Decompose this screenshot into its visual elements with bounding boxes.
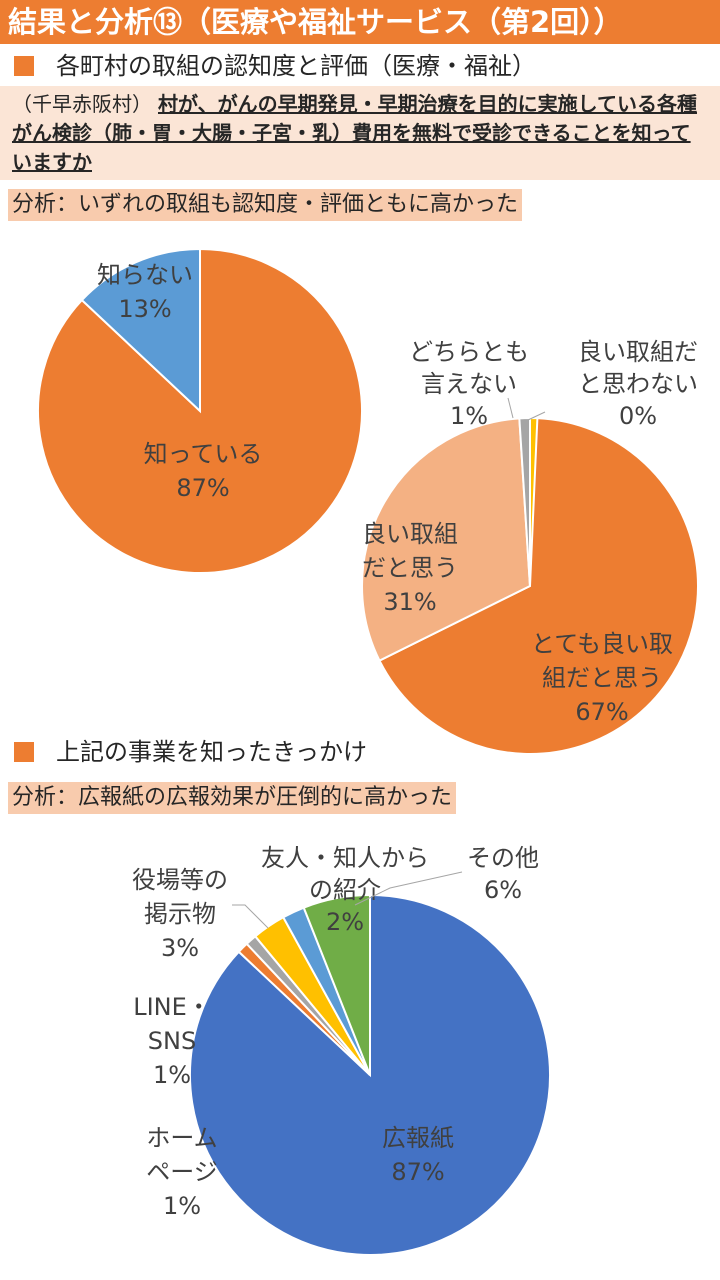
leader-line (232, 904, 269, 929)
section-heading-awareness: 各町村の取組の認知度と評価（医療・福祉） (14, 48, 536, 84)
orange-square-icon (14, 742, 34, 762)
orange-square-icon (14, 56, 34, 76)
data-label-value: 87% (391, 1158, 444, 1186)
data-label-text: 役場等の (132, 866, 228, 894)
data-label: とても良い取組だと思う 67% (531, 630, 673, 726)
data-label-text: 広報紙 (382, 1124, 454, 1152)
question-text: 村が、がんの早期発見・早期治療を目的に実施している各種がん検診（肺・胃・大腸・子… (12, 92, 697, 174)
data-label-value: 1% (153, 1061, 191, 1089)
data-label-text: 良い取組 (362, 520, 458, 548)
pie-chart-trigger: 広報紙 87% ホームページ 1% LINE・ SNS 1% 役場等の掲示物 3% 友人・知人から… (132, 844, 551, 1256)
pie-slice-0 (378, 416, 699, 755)
data-label-value: 2% (326, 908, 364, 936)
data-label-text: SNS (148, 1027, 196, 1055)
data-label: 知っている 87% (144, 440, 263, 502)
data-label-text: その他 (467, 844, 539, 872)
data-label-text: の紹介 (309, 876, 381, 904)
pie-chart-evaluation: とても良い取組だと思う 67% 良い取組だと思う 31% どちらとも言えない 1% 良い取組… (361, 338, 699, 755)
data-label: ホームページ 1% (146, 1124, 218, 1220)
data-label-text: ホーム (146, 1124, 217, 1152)
pie-slice-3 (529, 416, 539, 587)
pie-slice-1 (80, 247, 201, 414)
leader-line (507, 397, 514, 419)
data-label: 良い取組だと思う 31% (362, 520, 458, 616)
data-label-text: と思わない (578, 370, 698, 398)
data-label-text: 掲示物 (144, 900, 216, 928)
data-label: どちらとも言えない 1% (409, 338, 529, 430)
data-label-value: 1% (163, 1192, 201, 1220)
data-label: その他 6% (467, 844, 539, 904)
leader-line (354, 871, 463, 906)
data-label-text: 知っている (144, 440, 263, 468)
data-label-value: 6% (484, 876, 522, 904)
leader-line (527, 411, 546, 421)
analysis-note-trigger: 分析：広報紙の広報効果が圧倒的に高かった (8, 782, 457, 814)
data-label: 知らない 13% (97, 261, 193, 323)
data-label-text: 言えない (421, 370, 517, 398)
data-label-text: どちらとも (409, 338, 529, 366)
data-label-value: 1% (450, 402, 488, 430)
question-box: （千早赤阪村） 村が、がんの早期発見・早期治療を目的に実施している各種がん検診（肺… (0, 86, 720, 180)
data-label-value: 31% (383, 588, 436, 616)
page-title: 結果と分析⑬（医療や福祉サービス（第2回）） (0, 0, 720, 44)
section-heading-text: 各町村の取組の認知度と評価（医療・福祉） (56, 52, 536, 80)
data-label-value: 67% (575, 698, 628, 726)
data-label-value: 3% (161, 934, 199, 962)
data-label: 良い取組だと思わない 0% (578, 338, 698, 430)
analysis-note-awareness: 分析：いずれの取組も認知度・評価ともに高かった (8, 189, 523, 221)
pie-chart-awareness: 知っている 87% 知らない 13% (37, 247, 363, 574)
data-label-text: 良い取組だ (578, 338, 698, 366)
data-label: 広報紙 87% (382, 1124, 454, 1186)
pie-slice-1 (361, 417, 532, 662)
question-prefix: （千早赤阪村） (12, 92, 152, 116)
section-heading-trigger: 上記の事業を知ったきっかけ (14, 734, 367, 770)
data-label-text: だと思う (362, 554, 458, 582)
data-label: 役場等の掲示物 3% (132, 866, 228, 962)
data-label-text: とても良い取 (531, 630, 673, 658)
data-label: 友人・知人からの紹介 2% (261, 844, 429, 936)
data-label-text: 組だと思う (542, 664, 662, 692)
data-label-text: ページ (146, 1158, 218, 1186)
data-label-value: 13% (118, 295, 171, 323)
data-label-text: 友人・知人から (261, 844, 429, 872)
data-label: LINE・ SNS 1% (133, 993, 211, 1089)
data-label-value: 0% (619, 402, 657, 430)
section-heading-text: 上記の事業を知ったきっかけ (56, 738, 368, 766)
pie-slice-5 (302, 893, 371, 1076)
data-label-value: 87% (176, 474, 229, 502)
data-label-text: LINE・ (133, 993, 211, 1021)
data-label-text: 知らない (97, 261, 193, 289)
